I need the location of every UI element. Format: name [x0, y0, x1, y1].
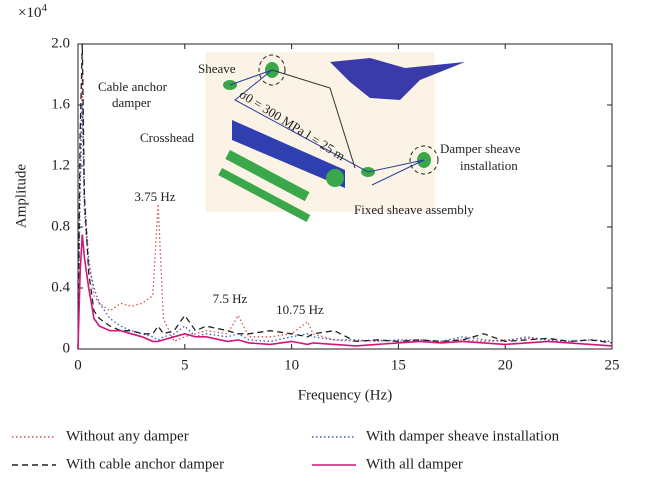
diagram-label: damper [112, 95, 152, 110]
x-tick-label: 0 [74, 357, 82, 373]
series-line [77, 234, 613, 350]
diagram-label: Sheave [198, 61, 236, 76]
crosshead [232, 120, 345, 188]
y-tick-label: 0.4 [51, 279, 70, 295]
diagram-label: Fixed sheave assembly [354, 202, 474, 217]
series-line [77, 43, 613, 350]
legend-label: With cable anchor damper [66, 456, 224, 472]
legend-label: Without any damper [66, 428, 189, 444]
plot-frame [77, 43, 613, 350]
x-tick-label: 15 [391, 357, 406, 373]
sheave [326, 169, 344, 187]
legend-label: With damper sheave installation [366, 428, 560, 444]
diagram-label: Damper sheave [440, 141, 521, 156]
aircraft [330, 58, 465, 100]
y-tick-label: 0.8 [51, 218, 70, 234]
series-line [77, 74, 613, 350]
x-tick-label: 10 [284, 357, 299, 373]
x-tick-label: 5 [181, 357, 189, 373]
y-axis-label: Amplitude [13, 164, 29, 229]
y-tick-label: 1.2 [51, 157, 70, 173]
diagram-label: Cable anchor [98, 79, 168, 94]
y-tick-label: 2.0 [51, 35, 70, 51]
sheave-part [225, 150, 310, 202]
highlight [409, 145, 439, 175]
annotation: 7.5 Hz [213, 291, 248, 306]
x-tick-label: 25 [605, 357, 620, 373]
legend-label: With all damper [366, 456, 463, 472]
x-axis-label: Frequency (Hz) [298, 387, 393, 403]
annotation: 3.75 Hz [134, 189, 175, 204]
y-multiplier-exponent: 4 [41, 2, 47, 14]
y-multiplier-base: ×10 [18, 5, 41, 21]
annotation: 10.75 Hz [276, 302, 324, 317]
cable [229, 69, 425, 186]
highlight [258, 54, 286, 86]
cable [271, 69, 356, 169]
diagram-label: Crosshead [140, 130, 195, 145]
x-tick-label: 20 [498, 357, 513, 373]
sheave-part [218, 168, 311, 223]
diagram-label: installation [460, 158, 518, 173]
y-tick-label: 1.6 [51, 96, 70, 112]
y-multiplier: ×104 [18, 2, 47, 22]
y-tick-label: 0 [63, 340, 71, 356]
